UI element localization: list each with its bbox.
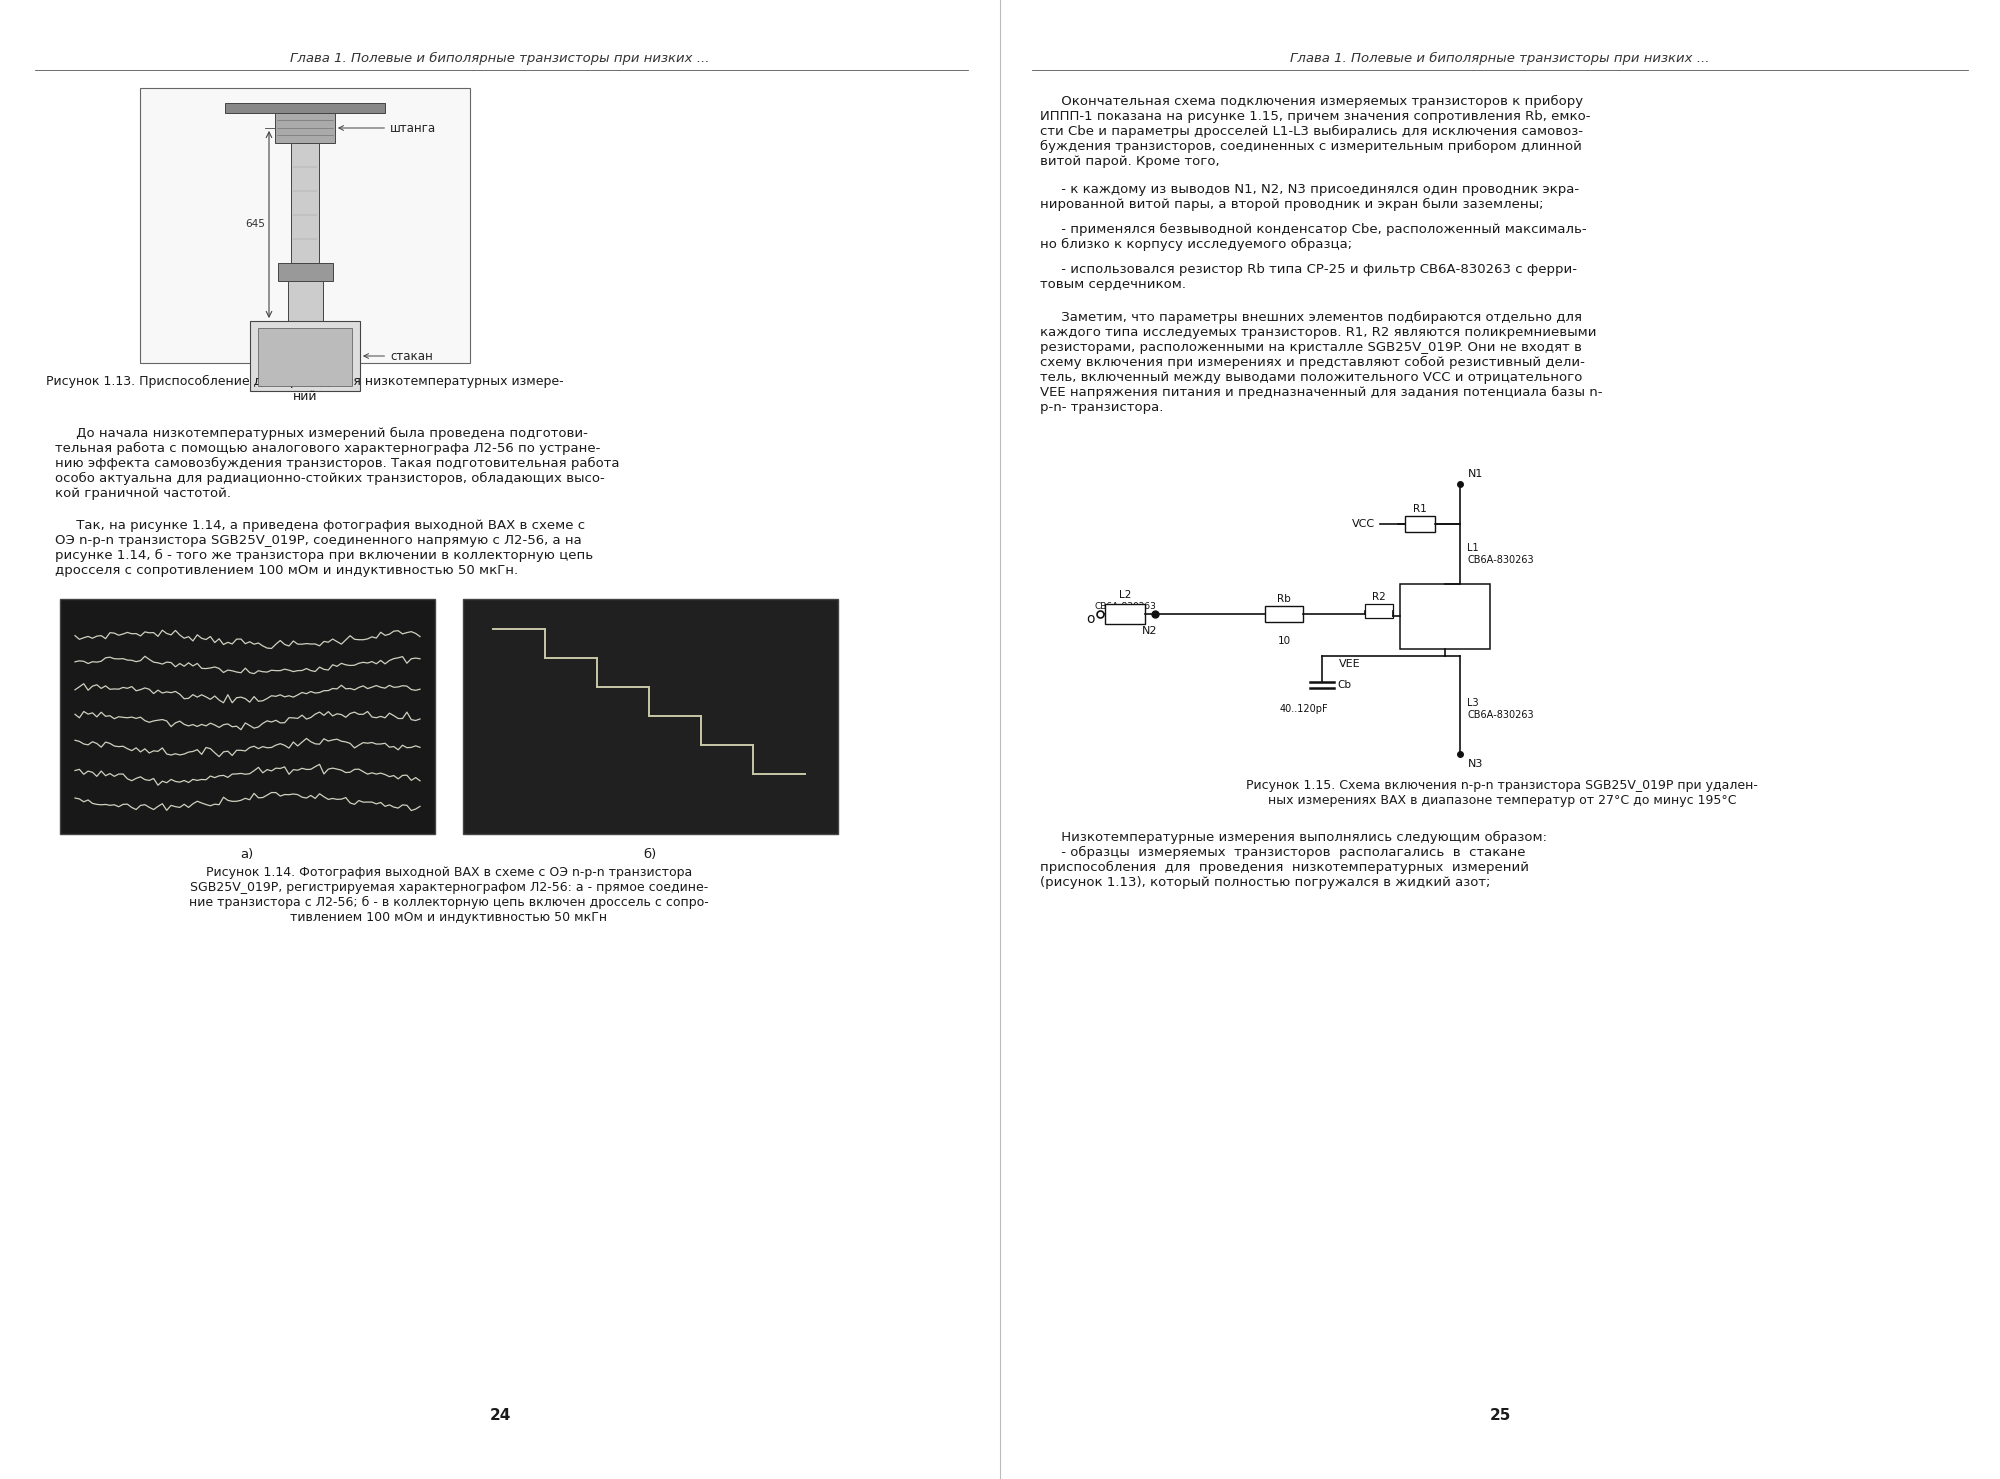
Text: Рисунок 1.15. Схема включения n-р-n транзистора SGB25V_019P при удален-
ных изме: Рисунок 1.15. Схема включения n-р-n тран… [1246, 779, 1758, 808]
Text: Заметим, что параметры внешних элементов подбираются отдельно для
каждого типа и: Заметим, что параметры внешних элементов… [1040, 311, 1602, 414]
Text: штанга: штанга [338, 121, 436, 135]
Text: 24: 24 [490, 1408, 510, 1423]
Text: 645: 645 [246, 219, 264, 229]
Text: Q1
SGB25V_019P: Q1 SGB25V_019P [1408, 605, 1482, 627]
Bar [276, 112, 336, 143]
Text: R2: R2 [1372, 592, 1386, 602]
Bar [250, 321, 360, 390]
Text: N2: N2 [1142, 626, 1158, 636]
Bar [258, 328, 352, 386]
Bar [292, 143, 320, 263]
Text: Низкотемпературные измерения выполнялись следующим образом:
     - образцы  изме: Низкотемпературные измерения выполнялись… [1040, 831, 1548, 889]
Text: - применялся безвыводной конденсатор Cbe, расположенный максималь-
но близко к к: - применялся безвыводной конденсатор Cbe… [1040, 223, 1586, 251]
Text: L3
СВ6А-830263: L3 СВ6А-830263 [1468, 698, 1534, 720]
Text: Окончательная схема подключения измеряемых транзисторов к прибору
ИППП-1 показан: Окончательная схема подключения измеряем… [1040, 95, 1590, 169]
Text: VEE: VEE [1340, 660, 1360, 669]
Bar [1400, 584, 1490, 649]
Bar [288, 281, 324, 325]
Text: Глава 1. Полевые и биполярные транзисторы при низких ...: Глава 1. Полевые и биполярные транзистор… [1290, 52, 1710, 65]
Bar [60, 599, 436, 834]
Text: L2: L2 [1118, 590, 1132, 600]
Text: Глава 1. Полевые и биполярные транзисторы при низких ...: Глава 1. Полевые и биполярные транзистор… [290, 52, 710, 65]
Text: Рисунок 1.14. Фотография выходной ВАХ в схеме с ОЭ n-р-n транзистора
SGB25V_019P: Рисунок 1.14. Фотография выходной ВАХ в … [190, 867, 708, 924]
Text: VCC: VCC [1352, 519, 1376, 529]
Bar [140, 87, 470, 362]
Bar [278, 263, 332, 281]
Text: Рисунок 1.13. Приспособление для проведения низкотемпературных измере-
ний: Рисунок 1.13. Приспособление для проведе… [46, 376, 564, 404]
Text: Rb: Rb [1278, 595, 1290, 603]
Text: o: o [1086, 612, 1096, 626]
Text: R1: R1 [1414, 504, 1426, 515]
Text: - к каждому из выводов N1, N2, N3 присоединялся один проводник экра-
нированной : - к каждому из выводов N1, N2, N3 присое… [1040, 183, 1580, 211]
Text: 25: 25 [1490, 1408, 1510, 1423]
Bar [1104, 603, 1144, 624]
Text: а): а) [240, 847, 254, 861]
Text: N3: N3 [1468, 759, 1484, 769]
Text: L1
СВ6А-830263: L1 СВ6А-830263 [1468, 543, 1534, 565]
Text: 40..120pF: 40..120pF [1280, 704, 1328, 714]
Bar [1404, 516, 1436, 532]
Text: N1: N1 [1468, 469, 1484, 479]
Text: СВ6А-830263: СВ6А-830263 [1094, 602, 1156, 611]
Text: До начала низкотемпературных измерений была проведена подготови-
тельная работа : До начала низкотемпературных измерений б… [56, 427, 620, 500]
Bar [1364, 603, 1392, 618]
Text: - использовался резистор Rb типа СР-25 и фильтр СВ6А-830263 с ферри-
товым серде: - использовался резистор Rb типа СР-25 и… [1040, 263, 1576, 291]
Bar [1266, 606, 1304, 623]
Bar [464, 599, 838, 834]
Text: Так, на рисунке 1.14, а приведена фотография выходной ВАХ в схеме с
ОЭ n-р-n тра: Так, на рисунке 1.14, а приведена фотогр… [56, 519, 594, 577]
Text: 10: 10 [1278, 636, 1290, 646]
Text: стакан: стакан [364, 349, 432, 362]
Bar [224, 104, 384, 112]
Text: б): б) [644, 847, 656, 861]
Text: Cb: Cb [1336, 680, 1352, 691]
